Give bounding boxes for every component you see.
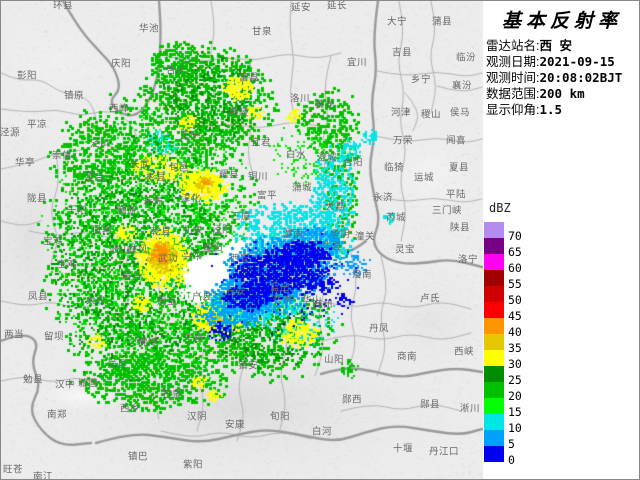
legend-row: 10 (484, 414, 522, 434)
legend-row: 55 (484, 270, 522, 290)
info-row: 显示仰角:1.5 (486, 102, 639, 118)
info-label: 雷达站名: (486, 39, 540, 53)
legend-row: 60 (484, 254, 522, 274)
legend-row: 30 (484, 350, 522, 370)
legend-row: 70 (484, 222, 522, 242)
info-panel: 基本反射率 雷达站名:西 安观测日期:2021-09-15 观测时间:20:08:… (483, 1, 639, 479)
info-row: 数据范围:200 km (486, 86, 639, 102)
legend-swatch (484, 398, 504, 414)
radar-map-canvas (1, 1, 483, 479)
legend-value: 30 (508, 357, 522, 371)
legend-row: 40 (484, 318, 522, 338)
legend-swatch (484, 254, 504, 270)
legend-value: 60 (508, 261, 522, 275)
info-row: 观测日期:2021-09-15 (486, 54, 639, 70)
legend-value: 35 (508, 341, 522, 355)
observation-info: 雷达站名:西 安观测日期:2021-09-15 观测时间:20:08:02BJT 数… (486, 38, 639, 118)
info-value: 2021-09-15 (539, 54, 615, 69)
legend-value: 20 (508, 389, 522, 403)
page-title: 基本反射率 (501, 11, 622, 32)
legend-swatch (484, 286, 504, 302)
legend-value: 65 (508, 245, 522, 259)
legend-row: 15 (484, 398, 522, 418)
legend-swatch (484, 270, 504, 286)
legend-row: 65 (484, 238, 522, 258)
legend-swatch (484, 366, 504, 382)
legend-value: 45 (508, 309, 522, 323)
legend-row: 50 (484, 286, 522, 306)
legend-row: 20 (484, 382, 522, 402)
legend-value: 25 (508, 373, 522, 387)
legend-swatch (484, 302, 504, 318)
info-label: 观测时间: (486, 71, 540, 85)
legend-value: 70 (508, 229, 522, 243)
info-label: 数据范围: (486, 87, 540, 101)
legend-swatch (484, 334, 504, 350)
info-value: 20:08:02BJT (539, 70, 623, 85)
legend-value: 0 (508, 453, 515, 467)
legend-swatch (484, 446, 504, 462)
legend-row: 25 (484, 366, 522, 386)
info-row: 雷达站名:西 安 (486, 38, 639, 54)
legend-swatch (484, 350, 504, 366)
legend-value: 15 (508, 405, 522, 419)
legend-swatch (484, 222, 504, 238)
legend-value: 50 (508, 293, 522, 307)
legend-row: 45 (484, 302, 522, 322)
info-value: 200 km (539, 86, 585, 101)
legend-swatch (484, 238, 504, 254)
legend-swatch (484, 382, 504, 398)
legend-value: 5 (508, 437, 515, 451)
legend-value: 55 (508, 277, 522, 291)
radar-map: 环县 华池 庆阳 彭阳 镇原 西峰 延安 延长 甘泉 合水 富县 洛川 黄陵 大宁 蒲县 吉县 临汾 宜川 乡宁 襄汾… (1, 1, 483, 479)
legend-row: 35 (484, 334, 522, 354)
info-row: 观测时间:20:08:02BJT (486, 70, 639, 86)
info-label: 显示仰角: (486, 103, 540, 117)
legend-swatch (484, 414, 504, 430)
info-value: 1.5 (539, 102, 563, 117)
legend-unit-label: dBZ (489, 201, 511, 215)
legend-color-scale: 70 65 60 55 50 45 40 35 30 25 20 15 10 5 0 (484, 222, 522, 466)
legend-value: 10 (508, 421, 522, 435)
legend-row: 5 (484, 430, 515, 450)
legend-row: 0 (484, 446, 515, 466)
legend-swatch (484, 318, 504, 334)
legend-swatch (484, 430, 504, 446)
dbz-legend: dBZ 70 65 60 55 50 45 40 35 30 25 20 15 10 5 0 (484, 201, 522, 466)
legend-value: 40 (508, 325, 522, 339)
info-label: 观测日期: (486, 55, 540, 69)
info-value: 西 安 (539, 38, 573, 53)
